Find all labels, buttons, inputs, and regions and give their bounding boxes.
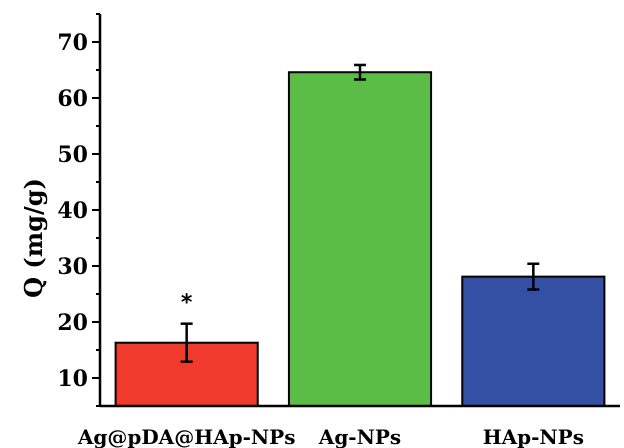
y-tick-label: 20 bbox=[57, 310, 88, 336]
error-bars-layer bbox=[180, 63, 540, 364]
y-ticks-layer: 10 20 30 40 50 60 70 bbox=[57, 13, 100, 407]
y-tick-label: 40 bbox=[57, 198, 88, 224]
y-tick-label: 10 bbox=[57, 366, 88, 392]
y-tick-label: 70 bbox=[57, 30, 88, 56]
y-tick-label: 60 bbox=[57, 86, 88, 112]
bar-2 bbox=[287, 71, 433, 408]
x-labels-layer: Ag@pDA@HAp-NPs Ag-NPs HAp-NPs bbox=[77, 425, 584, 448]
significance-marker: * bbox=[181, 291, 193, 316]
x-tick-label: Ag-NPs bbox=[318, 425, 401, 448]
bars-layer bbox=[114, 71, 606, 408]
y-axis-title: Q (mg/g) bbox=[19, 178, 48, 298]
error-bar-1 bbox=[180, 322, 193, 364]
y-tick-label: 30 bbox=[57, 254, 88, 280]
y-tick-label: 50 bbox=[57, 142, 88, 168]
error-bar-3 bbox=[527, 262, 540, 291]
x-tick-label: Ag@pDA@HAp-NPs bbox=[77, 425, 296, 448]
error-bar-2 bbox=[354, 63, 366, 81]
bar-3 bbox=[461, 275, 606, 408]
x-tick-label: HAp-NPs bbox=[483, 425, 584, 448]
annotations-layer: * bbox=[181, 291, 193, 316]
